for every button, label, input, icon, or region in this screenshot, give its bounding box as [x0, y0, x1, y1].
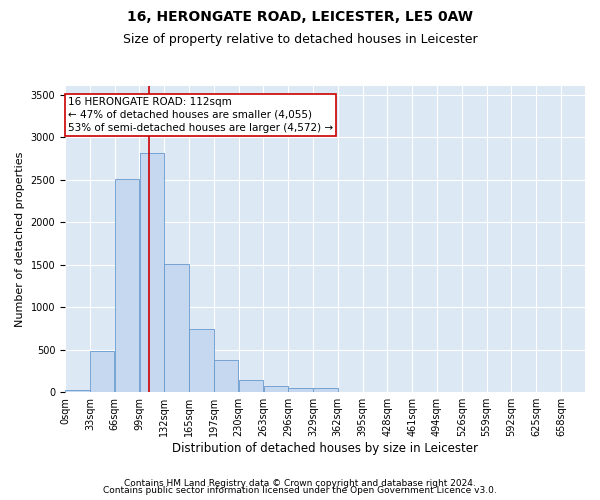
X-axis label: Distribution of detached houses by size in Leicester: Distribution of detached houses by size …: [172, 442, 478, 455]
Bar: [115, 179, 139, 392]
Text: 16 HERONGATE ROAD: 112sqm
← 47% of detached houses are smaller (4,055)
53% of se: 16 HERONGATE ROAD: 112sqm ← 47% of detac…: [68, 96, 333, 133]
Bar: [239, 380, 263, 392]
Bar: [65, 390, 90, 392]
Y-axis label: Number of detached properties: Number of detached properties: [15, 152, 25, 327]
Bar: [289, 388, 313, 392]
Text: Contains public sector information licensed under the Open Government Licence v3: Contains public sector information licen…: [103, 486, 497, 495]
Bar: [140, 152, 164, 392]
Bar: [263, 386, 288, 392]
Bar: [313, 388, 338, 392]
Bar: [164, 264, 189, 392]
Bar: [90, 352, 115, 392]
Bar: [214, 360, 238, 392]
Text: 16, HERONGATE ROAD, LEICESTER, LE5 0AW: 16, HERONGATE ROAD, LEICESTER, LE5 0AW: [127, 10, 473, 24]
Bar: [189, 328, 214, 392]
Text: Size of property relative to detached houses in Leicester: Size of property relative to detached ho…: [122, 32, 478, 46]
Text: Contains HM Land Registry data © Crown copyright and database right 2024.: Contains HM Land Registry data © Crown c…: [124, 478, 476, 488]
